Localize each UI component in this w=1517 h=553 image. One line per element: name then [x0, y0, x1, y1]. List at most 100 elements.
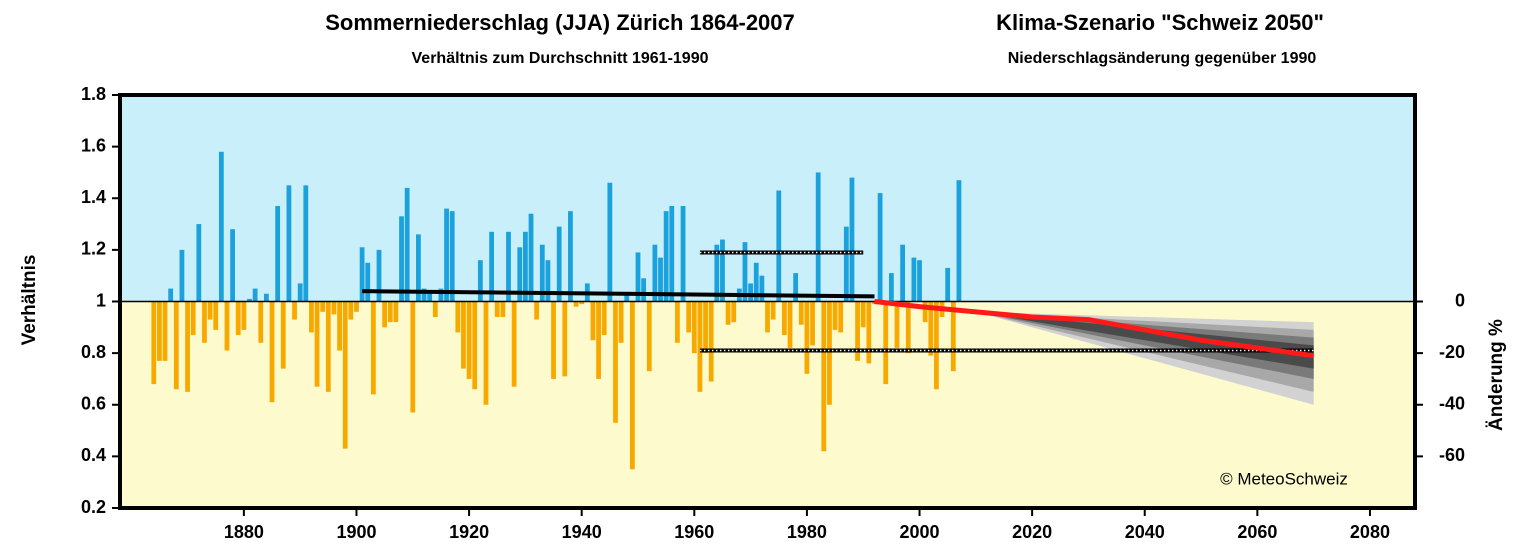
bar — [945, 267, 951, 302]
bar — [342, 301, 348, 449]
bar — [742, 242, 748, 302]
bar — [613, 301, 618, 423]
bar — [629, 301, 635, 470]
bar — [843, 226, 849, 302]
bar — [235, 301, 241, 336]
x-tick-label: 1880 — [224, 522, 264, 542]
bar — [708, 301, 714, 382]
reference-line — [362, 289, 875, 299]
bar — [224, 301, 230, 351]
y2-tick-label: -20 — [1439, 342, 1465, 362]
bar — [748, 283, 754, 302]
bar — [950, 301, 956, 372]
bar — [269, 301, 275, 403]
y-tick-label: 1.8 — [81, 84, 106, 104]
bar — [579, 301, 585, 305]
bar — [387, 301, 393, 323]
chart-subtitle: Verhältnis zum Durchschnitt 1961-1990 — [412, 50, 709, 67]
bar — [500, 301, 506, 317]
y-tick-label: 0.2 — [81, 497, 106, 517]
bar — [781, 301, 787, 336]
bar — [663, 211, 669, 302]
bar — [827, 301, 832, 405]
bar — [528, 213, 534, 302]
bar — [370, 301, 376, 395]
bar — [635, 252, 641, 302]
bar — [731, 301, 737, 323]
y2-tick-label: -60 — [1439, 445, 1465, 465]
bar — [213, 301, 219, 330]
bar — [421, 288, 427, 302]
x-tick-label: 2060 — [1237, 522, 1277, 542]
bar — [759, 275, 765, 302]
bar — [494, 301, 500, 317]
y-tick-label: 0.4 — [81, 445, 106, 465]
bar — [776, 190, 782, 302]
bar — [416, 234, 421, 302]
bar — [551, 301, 556, 379]
bar — [900, 244, 906, 302]
bar — [646, 301, 652, 372]
bar — [320, 301, 326, 312]
y-tick-label: 0.6 — [81, 394, 106, 414]
bar — [292, 301, 297, 320]
bar — [185, 301, 190, 392]
bar — [309, 301, 314, 333]
x-tick-label: 1940 — [562, 522, 602, 542]
bar — [511, 301, 517, 387]
bar — [280, 301, 286, 369]
bar — [196, 224, 202, 302]
bar — [669, 205, 675, 302]
bar — [449, 211, 455, 302]
bar — [393, 301, 399, 323]
bar — [618, 301, 624, 343]
x-tick-label: 2080 — [1350, 522, 1390, 542]
bar — [652, 244, 658, 302]
bar — [314, 301, 320, 387]
scenario-title: Klima-Szenario "Schweiz 2050" — [996, 10, 1324, 35]
bar — [432, 301, 438, 317]
bar — [489, 231, 495, 302]
bar — [793, 273, 799, 302]
bar — [714, 244, 720, 302]
bar — [517, 247, 523, 302]
bar — [680, 205, 686, 302]
bar — [917, 260, 922, 302]
annotation-box — [1180, 462, 1388, 496]
bar — [483, 301, 489, 405]
bar — [444, 208, 449, 302]
bar — [173, 301, 179, 390]
bar — [928, 301, 934, 356]
scenario-band — [975, 311, 1314, 379]
x-tick-label: 1980 — [787, 522, 827, 542]
bar — [691, 301, 697, 354]
bar — [832, 301, 838, 330]
bar — [162, 301, 168, 361]
bar — [821, 301, 827, 452]
bar — [568, 211, 573, 302]
bar — [157, 301, 162, 361]
x-tick-label: 2040 — [1125, 522, 1165, 542]
bar — [410, 301, 416, 413]
x-tick-label: 2020 — [1012, 522, 1052, 542]
bar — [325, 301, 331, 392]
bar — [562, 301, 568, 377]
bar — [725, 301, 731, 325]
bar — [815, 172, 821, 302]
bar — [506, 231, 511, 302]
y-tick-label: 1.2 — [81, 239, 106, 259]
bar — [922, 301, 928, 323]
bar — [534, 301, 540, 320]
bar — [399, 216, 404, 302]
bar — [675, 301, 680, 343]
bar — [275, 205, 281, 302]
bar — [382, 301, 388, 328]
bar — [770, 301, 776, 320]
annotation: © MeteoSchweiz — [1220, 469, 1348, 488]
y-tick-label: 0.8 — [81, 342, 106, 362]
bar — [202, 301, 207, 343]
bar — [703, 301, 708, 354]
bar — [376, 249, 382, 302]
projection-line — [874, 299, 1314, 359]
